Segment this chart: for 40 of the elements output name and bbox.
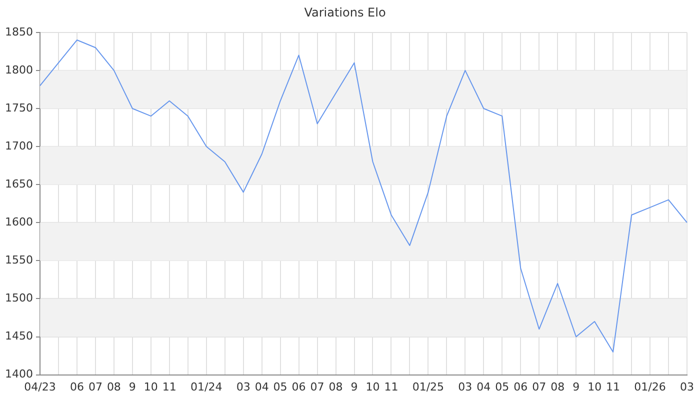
- y-tick-label: 1850: [4, 25, 33, 38]
- x-tick-label: 07: [532, 380, 546, 394]
- x-tick-label: 11: [606, 380, 620, 394]
- x-tick-label: 07: [88, 380, 102, 394]
- x-tick-label: 10: [366, 380, 380, 394]
- x-tick-label: 05: [495, 380, 510, 394]
- x-tick-label: 04/23: [24, 380, 56, 394]
- x-tick-label: 04: [254, 380, 269, 394]
- x-tick-label: 03: [236, 380, 250, 394]
- y-tick-label: 1800: [4, 63, 33, 76]
- x-tick-label: 9: [350, 380, 358, 394]
- y-tick-label: 1500: [4, 292, 33, 305]
- chart-title: Variations Elo: [304, 5, 386, 20]
- y-tick-label: 1700: [4, 139, 33, 152]
- x-tick-label: 06: [514, 380, 528, 394]
- x-tick-label: 04: [476, 380, 491, 394]
- y-tick-label: 1450: [4, 330, 33, 343]
- x-tick-label: 11: [162, 380, 176, 394]
- y-tick-label: 1750: [4, 101, 33, 114]
- x-tick-label: 08: [106, 380, 121, 394]
- x-tick-label: 11: [384, 380, 398, 394]
- x-tick-label: 01/24: [190, 380, 222, 394]
- x-tick-label: 01/25: [412, 380, 444, 394]
- y-tick-label: 1650: [4, 177, 33, 190]
- y-tick-label: 1600: [4, 215, 33, 228]
- x-tick-label: 10: [588, 380, 602, 394]
- x-tick-label: 9: [128, 380, 136, 394]
- x-tick-label: 08: [328, 380, 343, 394]
- x-tick-label: 08: [550, 380, 565, 394]
- x-tick-label: 9: [572, 380, 580, 394]
- y-tick-label: 1550: [4, 254, 33, 267]
- x-tick-label: 06: [292, 380, 306, 394]
- y-tick-label: 1400: [4, 368, 33, 381]
- x-tick-label: 03: [458, 380, 472, 394]
- x-tick-label: 10: [144, 380, 158, 394]
- x-tick-label: 01/26: [634, 380, 666, 394]
- x-tick-label: 05: [273, 380, 288, 394]
- x-tick-label: 03: [680, 380, 694, 394]
- x-tick-label: 06: [70, 380, 84, 394]
- x-tick-label: 07: [310, 380, 324, 394]
